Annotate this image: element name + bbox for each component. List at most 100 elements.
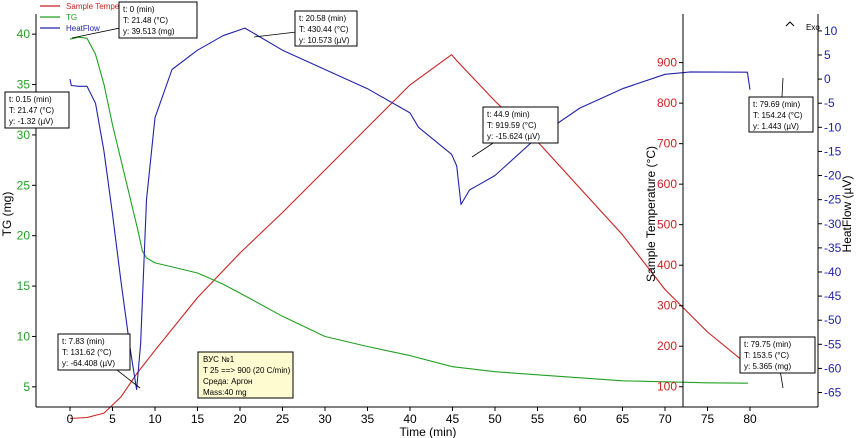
heatflow-tick-label: -65 xyxy=(824,386,842,400)
heatflow-tick-label: -15 xyxy=(824,144,842,158)
heatflow-tick-label: -60 xyxy=(824,361,842,375)
x-tick-label: 10 xyxy=(148,412,162,426)
info-box-frame xyxy=(197,351,294,399)
annotation-box: t: 79.69 (min) T: 154.24 (°C) y: 1.443 (µV… xyxy=(748,77,814,133)
annotation-line: T: 430.44 (°C) xyxy=(299,25,349,34)
x-tick-label: 50 xyxy=(488,412,502,426)
annotation-box: t: 20.58 (min) T: 430.44 (°C) y: 10.573 (µ… xyxy=(253,10,358,47)
temp-tick-label: 100 xyxy=(657,380,677,394)
annotation-frame xyxy=(739,336,816,374)
temp-axis-title: Sample Temperature (°C) xyxy=(644,146,658,282)
temp-tick-label: 600 xyxy=(657,177,677,191)
annotation-line: T: 154.24 (°C) xyxy=(753,111,803,120)
x-tick-label: 45 xyxy=(446,412,460,426)
legend: Sample Temper TG HeatFlow xyxy=(40,2,122,33)
temp-tick-label: 700 xyxy=(657,137,677,151)
tg-tick-label: 40 xyxy=(17,27,31,41)
info-box: ВУС №1 T 25 ==> 900 (20 C/min) Среда: Арго… xyxy=(197,351,294,399)
annotation-box: t: 0 (min) T: 21.48 (°C) y: 39.513 (mg) xyxy=(71,1,198,39)
annotation-frame xyxy=(4,91,70,129)
annotation-line: T: 153.5 (°C) xyxy=(744,351,789,360)
heatflow-tick-label: -50 xyxy=(824,313,842,327)
heatflow-tick-label: 0 xyxy=(824,72,831,86)
series-line-sample-temper xyxy=(69,54,749,420)
legend-entry: TG xyxy=(66,13,77,22)
temp-tick-label: 500 xyxy=(657,218,677,232)
heatflow-tick-label: 10 xyxy=(824,24,838,38)
annotation-frame xyxy=(118,1,198,39)
tg-axis-title: TG (mg) xyxy=(0,192,14,237)
x-tick-label: 70 xyxy=(658,412,672,426)
heatflow-tick-label: -30 xyxy=(824,217,842,231)
annotation-frame xyxy=(57,333,131,371)
x-tick-label: 35 xyxy=(361,412,375,426)
info-box-line: ВУС №1 xyxy=(203,355,235,364)
info-box-line: Mass:40 mg xyxy=(203,388,247,397)
annotation-box: t: 79.75 (min) T: 153.5 (°C) y: 5.365 (mg) xyxy=(739,336,816,389)
legend-entry: Sample Temper xyxy=(66,2,122,11)
annotation-line: t: 79.75 (min) xyxy=(744,340,791,349)
annotation-line: t: 7.83 (min) xyxy=(62,337,105,346)
tg-tick-label: 30 xyxy=(17,128,31,142)
annotation-line: y: 10.573 (µV) xyxy=(299,36,350,45)
heatflow-tick-label: 5 xyxy=(824,48,831,62)
annotation-line: y: 39.513 (mg) xyxy=(123,27,175,36)
annotations: t: 0 (min)T: 21.48 (°C)y: 39.513 (mg)t: … xyxy=(4,1,816,389)
temp-tick-label: 800 xyxy=(657,96,677,110)
annotation-line: T: 21.47 (°C) xyxy=(9,106,54,115)
annotation-frame xyxy=(748,96,814,133)
tg-tick-label: 15 xyxy=(17,279,31,293)
x-tick-label: 75 xyxy=(701,412,715,426)
annotation-line: t: 0 (min) xyxy=(123,5,155,14)
annotation-line: t: 0.15 (min) xyxy=(9,95,52,104)
annotation-line: y: 1.443 (µV) xyxy=(753,122,799,131)
heatflow-axis-title: HeatFlow (µV) xyxy=(840,176,854,253)
x-tick-label: 80 xyxy=(743,412,757,426)
heatflow-tick-label: -40 xyxy=(824,265,842,279)
annotation-line: t: 79.69 (min) xyxy=(753,100,800,109)
temp-tick-label: 900 xyxy=(657,56,677,70)
x-axis-title: Time (min) xyxy=(400,425,457,438)
annotation-line: t: 20.58 (min) xyxy=(299,14,346,23)
tg-tick-label: 25 xyxy=(17,178,31,192)
temp-tick-label: 400 xyxy=(657,258,677,272)
legend-entry: HeatFlow xyxy=(66,24,100,33)
annotation-box: t: 0.15 (min) T: 21.47 (°C) y: -1.32 (µV) xyxy=(4,91,70,129)
annotation-frame xyxy=(294,10,358,47)
x-tick-label: 15 xyxy=(191,412,205,426)
exo-marker: Exo xyxy=(785,21,820,32)
annotation-box: t: 44.9 (min) T: 919.59 (°C) y: -15.624 (µ… xyxy=(471,106,559,158)
annotation-line: y: -64.408 (µV) xyxy=(62,359,115,368)
heatflow-tick-label: -20 xyxy=(824,169,842,183)
annotation-line: y: 5.365 (mg) xyxy=(744,362,791,371)
tg-tick-label: 20 xyxy=(17,229,31,243)
heatflow-tick-label: -25 xyxy=(824,193,842,207)
annotation-line: T: 131.62 (°C) xyxy=(62,348,112,357)
series-line-tg xyxy=(69,36,748,384)
info-box-line: T 25 ==> 900 (20 C/min) xyxy=(203,366,291,375)
x-tick-label: 55 xyxy=(531,412,545,426)
heatflow-tick-label: -55 xyxy=(824,337,842,351)
info-box-line: Среда: Аргон xyxy=(203,377,252,386)
x-tick-label: 0 xyxy=(67,412,74,426)
x-tick-label: 40 xyxy=(403,412,417,426)
x-tick-label: 65 xyxy=(616,412,630,426)
annotation-line: y: -15.624 (µV) xyxy=(487,132,540,141)
heatflow-tick-label: -10 xyxy=(824,120,842,134)
axes-layer: 0 5 10 15 20 25 30 35 40 45 50 55 60 65 70 75 80 5 10 15 20 2… xyxy=(17,14,842,426)
exo-arrow-icon xyxy=(785,21,795,27)
temp-tick-label: 200 xyxy=(657,339,677,353)
x-tick-label: 60 xyxy=(573,412,587,426)
x-tick-label: 25 xyxy=(276,412,290,426)
x-tick-label: 5 xyxy=(109,412,116,426)
tg-tick-label: 10 xyxy=(17,329,31,343)
x-tick-label: 30 xyxy=(318,412,332,426)
heatflow-tick-label: -5 xyxy=(824,96,835,110)
exo-label: Exo xyxy=(806,23,820,32)
annotation-line: T: 21.48 (°C) xyxy=(123,16,168,25)
heatflow-tick-label: -45 xyxy=(824,289,842,303)
x-tick-label: 20 xyxy=(233,412,247,426)
annotation-line: y: -1.32 (µV) xyxy=(9,117,54,126)
annotation-line: T: 919.59 (°C) xyxy=(487,121,537,130)
